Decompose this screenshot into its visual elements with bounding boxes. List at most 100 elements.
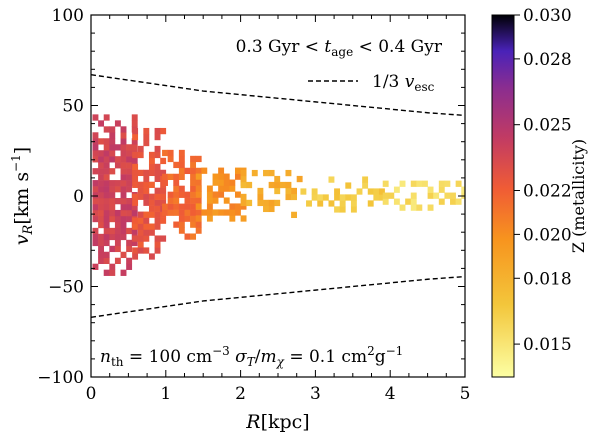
heatmap-cell — [120, 251, 127, 259]
heatmap-cell — [154, 133, 161, 141]
heatmap-cell — [98, 197, 105, 205]
heatmap-cell — [109, 263, 116, 270]
heatmap-cell — [274, 175, 281, 183]
heatmap-cell — [350, 200, 357, 207]
heatmap-cell — [148, 229, 155, 236]
heatmap-cell — [218, 167, 225, 174]
heatmap-cell — [126, 239, 133, 247]
heatmap-cell — [160, 157, 167, 165]
heatmap-cell — [103, 227, 110, 235]
heatmap-cell — [103, 239, 110, 247]
heatmap-cell — [229, 215, 236, 222]
x-tick-label-4: 4 — [385, 384, 396, 404]
heatmap-cell — [126, 263, 133, 270]
heatmap-cell — [103, 144, 110, 151]
heatmap-cell — [109, 215, 116, 223]
heatmap-cell — [212, 191, 219, 198]
heatmap-cell — [148, 253, 155, 260]
heatmap-cell — [178, 167, 185, 175]
heatmap-cell — [137, 181, 144, 188]
heatmap-cell — [195, 173, 202, 180]
heatmap-cell — [120, 138, 127, 145]
heatmap-cell — [98, 233, 105, 241]
heatmap-cell — [132, 193, 139, 200]
heatmap-cell — [240, 169, 247, 177]
heatmap-cell — [257, 199, 264, 207]
heatmap-cell — [263, 199, 269, 207]
heatmap-cell — [334, 188, 341, 195]
heatmap-cell — [212, 173, 219, 180]
heatmap-cell — [173, 197, 180, 204]
heatmap-cell — [114, 233, 121, 241]
heatmap-cell — [300, 188, 307, 195]
heatmap-cell — [126, 209, 133, 217]
heatmap-cell — [120, 197, 127, 205]
heatmap-cell — [109, 209, 116, 217]
heatmap-cell — [367, 188, 374, 195]
heatmap-cell — [126, 180, 133, 187]
heatmap-cell — [143, 199, 150, 206]
heatmap-cell — [126, 245, 133, 253]
heatmap-cell — [143, 139, 150, 147]
heatmap-cell — [154, 241, 161, 248]
heatmap-cell — [137, 211, 144, 218]
heatmap-cell — [103, 251, 110, 259]
heatmap-cell — [195, 185, 202, 192]
heatmap-cell — [218, 173, 225, 180]
heatmap-cell — [92, 227, 99, 235]
heatmap-cell — [218, 179, 225, 186]
y-tick-label-neg50: −50 — [48, 278, 84, 298]
heatmap-cell — [167, 155, 174, 163]
heatmap-cell — [92, 263, 99, 270]
heatmap-cell — [190, 155, 197, 163]
heatmap-cell — [362, 182, 369, 189]
heatmap-cell — [114, 227, 121, 235]
heatmap-cell — [114, 239, 121, 247]
heatmap-cell — [373, 194, 380, 201]
heatmap-cell — [126, 197, 133, 205]
heatmap-cell — [103, 174, 110, 181]
heatmap-cell — [132, 175, 139, 183]
y-tick-label-0: 0 — [73, 187, 84, 207]
heatmap-cell — [246, 199, 253, 207]
heatmap-cell — [212, 209, 219, 216]
heatmap-cell — [173, 173, 180, 181]
heatmap-cell — [103, 162, 110, 169]
heatmap-cell — [410, 198, 417, 205]
heatmap-cell — [306, 200, 312, 207]
heatmap-cell — [137, 217, 144, 224]
heatmap-cell — [268, 205, 275, 213]
heatmap-cell — [109, 203, 116, 211]
heatmap-cell — [126, 174, 133, 181]
heatmap-cell — [92, 203, 99, 211]
heatmap-cell — [311, 188, 318, 195]
heatmap-cell — [184, 203, 191, 210]
heatmap-cell — [137, 169, 144, 177]
heatmap-cell — [103, 233, 110, 241]
heatmap-cell — [120, 269, 127, 276]
heatmap-cell — [132, 217, 139, 224]
heatmap-cell — [92, 168, 99, 175]
heatmap-cell — [120, 150, 127, 157]
heatmap-cell — [103, 180, 110, 187]
age-range-annotation: 0.3 Gyr < tage < 0.4 Gyr — [236, 37, 443, 59]
heatmap-cell — [190, 197, 197, 204]
y-tick-label-50: 50 — [62, 97, 84, 117]
x-tick-label-2: 2 — [235, 384, 246, 404]
heatmap-cell — [92, 186, 99, 193]
heatmap-cell — [285, 181, 292, 189]
heatmap-cell — [334, 194, 341, 201]
heatmap-cell — [190, 167, 197, 175]
heatmap-cell — [154, 193, 161, 200]
heatmap-cell — [126, 156, 133, 163]
heatmap-cell — [234, 167, 241, 174]
heatmap-cell — [137, 247, 144, 254]
params-annotation: nth = 100 cm−3 σT/mχ = 0.1 cm2g−1 — [100, 344, 403, 369]
heatmap-cell — [120, 126, 127, 133]
heatmap-cell — [132, 169, 139, 177]
heatmap-cell — [251, 169, 258, 177]
heatmap-cell — [345, 194, 352, 201]
heatmap-cell — [114, 197, 121, 205]
heatmap-cell — [98, 120, 105, 127]
